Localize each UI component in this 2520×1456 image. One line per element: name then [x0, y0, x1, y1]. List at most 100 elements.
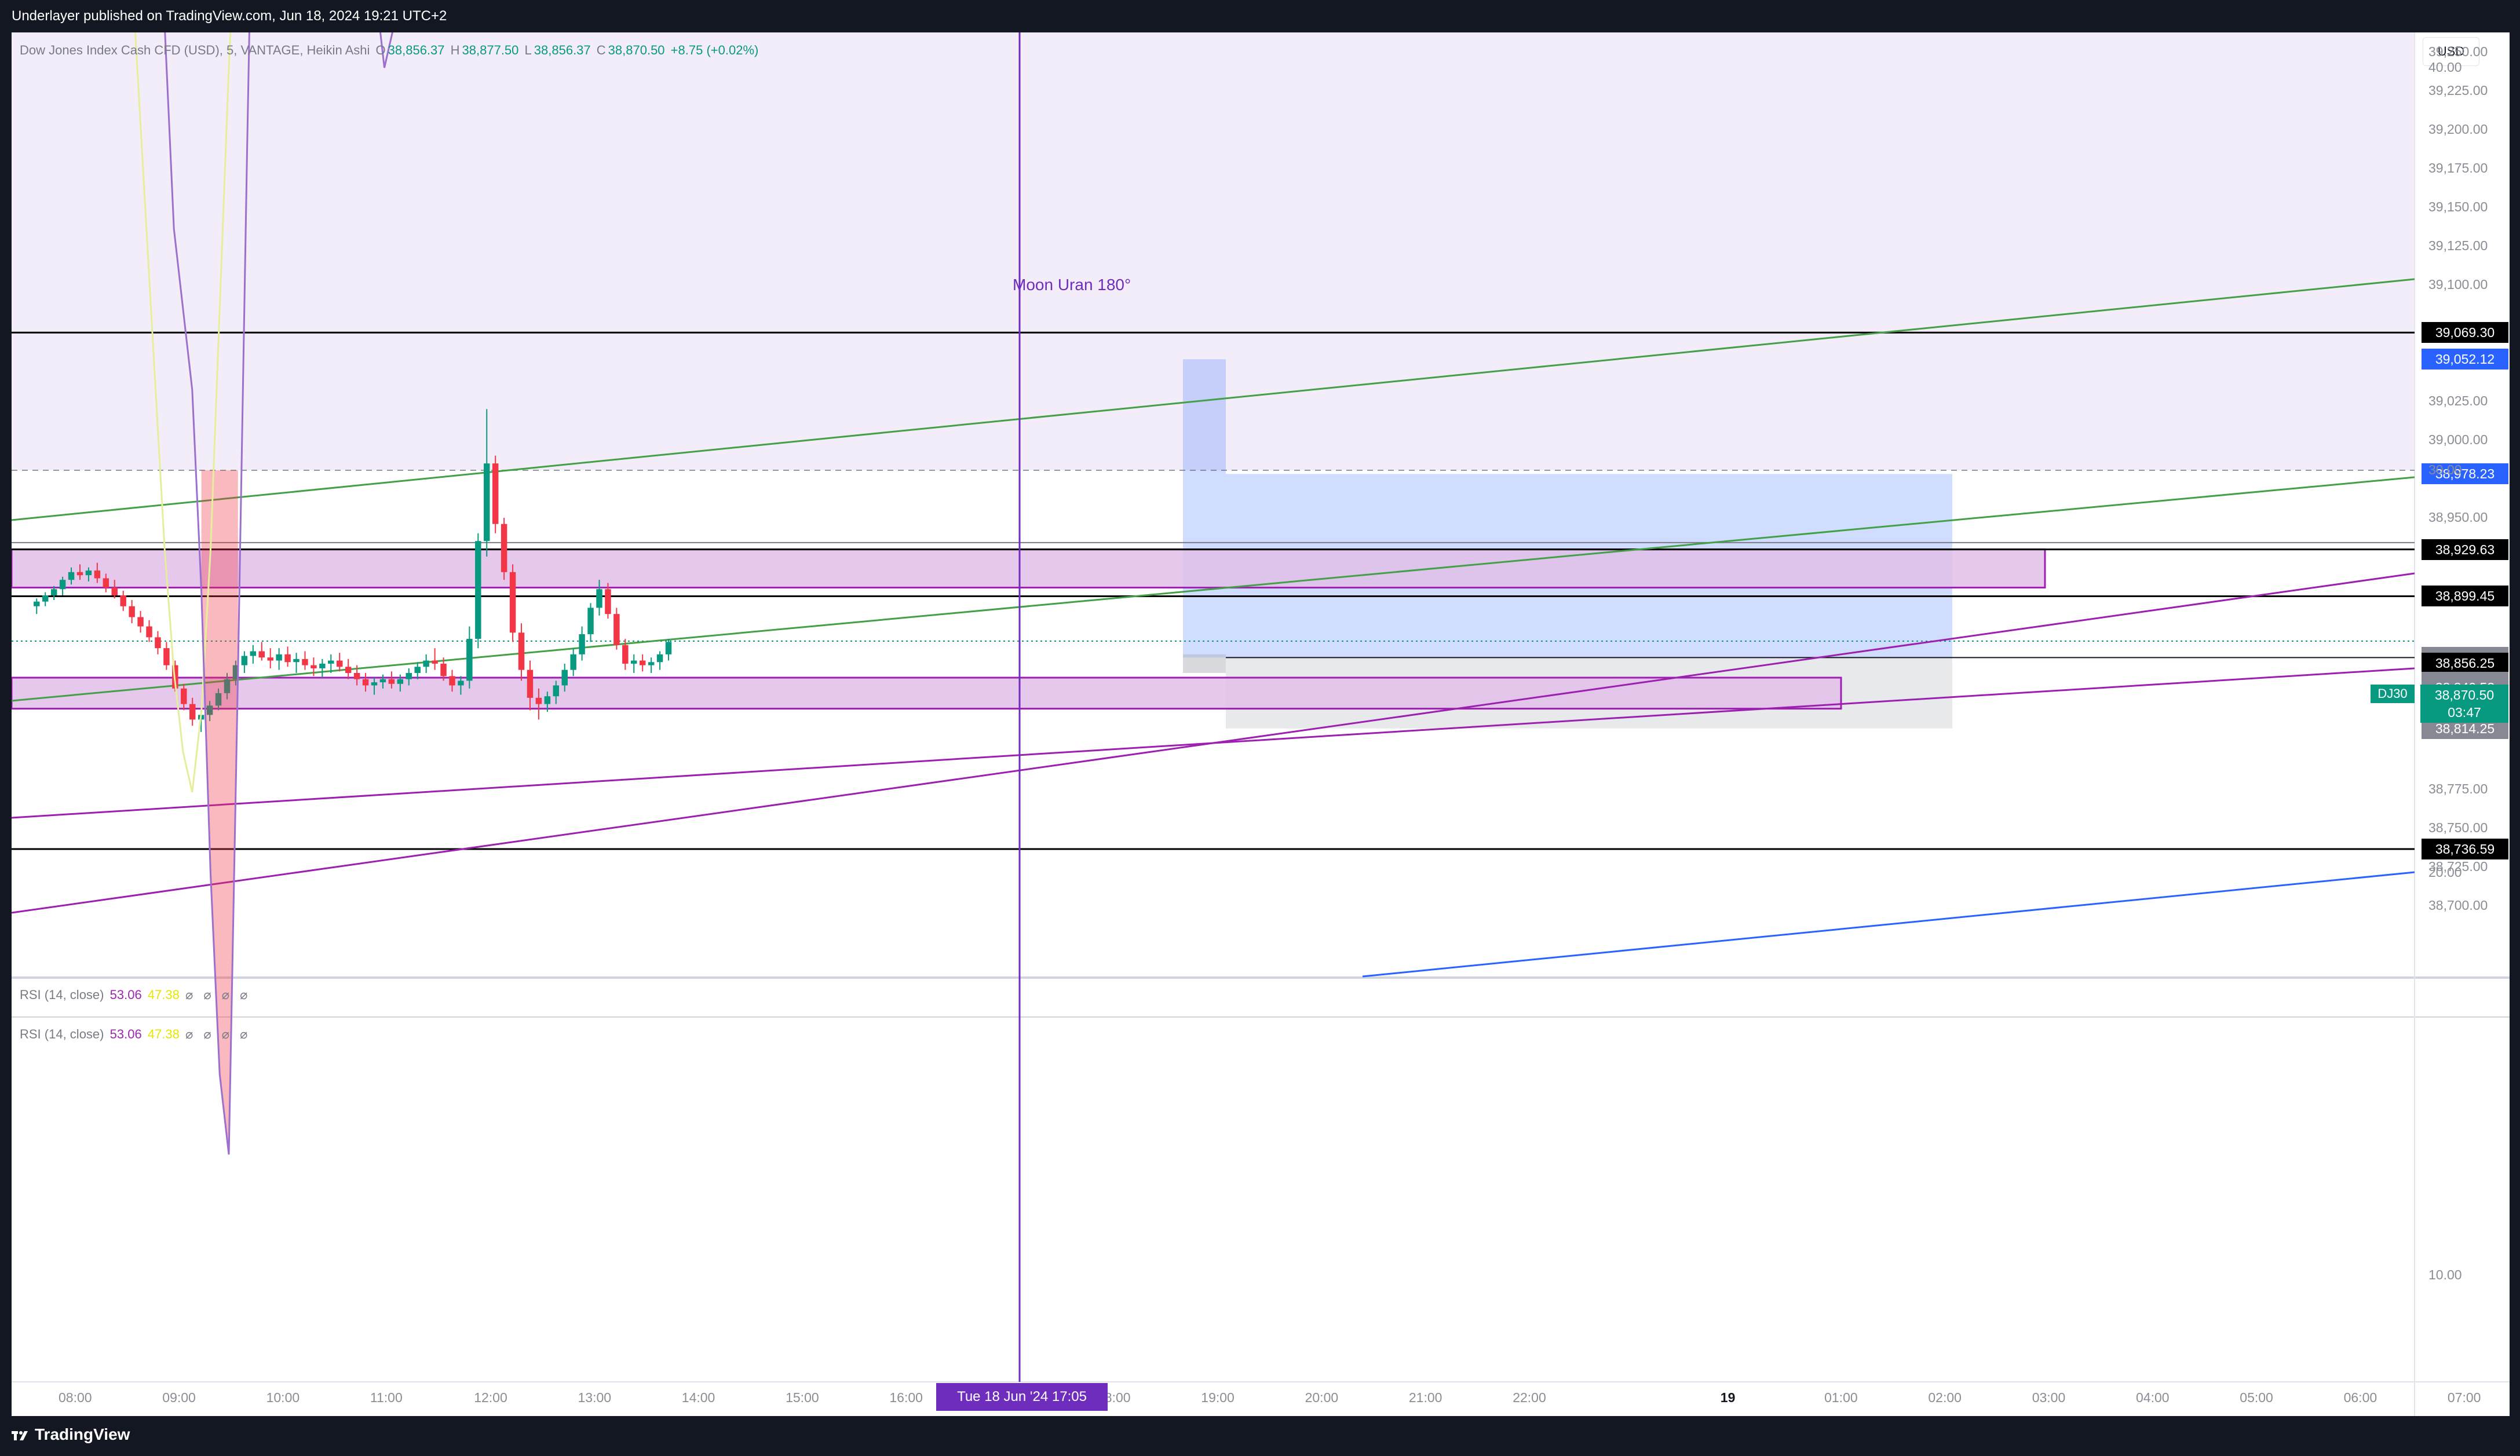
candle-body: [527, 670, 534, 698]
candle-body: [561, 670, 568, 686]
rsi-value: 53.06: [109, 1027, 142, 1041]
time-axis-label: 13:00: [578, 1390, 612, 1405]
candle-body: [163, 648, 170, 665]
rsi-legend-1[interactable]: RSI (14, close) 53.06 47.38 ⌀ ⌀ ⌀ ⌀: [20, 987, 253, 1003]
candle-body: [518, 632, 525, 670]
published-text: Underlayer published on TradingView.com,…: [12, 8, 447, 24]
time-axis-label: 08:00: [59, 1390, 92, 1405]
candle-body: [302, 659, 308, 665]
candle-body: [224, 679, 231, 693]
candle-body: [475, 541, 481, 639]
candle-body: [622, 645, 629, 664]
price-tag: 38,899.45: [2422, 586, 2508, 607]
indicator-settings-icon[interactable]: ⌀ ⌀ ⌀ ⌀: [185, 1027, 251, 1041]
candle-body: [129, 606, 135, 617]
candle-body: [267, 657, 273, 661]
candle-body: [631, 660, 637, 664]
rsi-name: RSI (14, close): [20, 1027, 104, 1041]
candle-body: [276, 654, 282, 661]
rsi-ma-value: 47.38: [147, 987, 180, 1002]
candle-body: [379, 679, 386, 683]
time-axis-label: 22:00: [1513, 1390, 1546, 1405]
price-tag: 38,978.23: [2422, 463, 2508, 485]
candle-body: [146, 626, 152, 638]
price-axis-label: 38,750.00: [2428, 820, 2488, 835]
purple-channel-lower: [12, 572, 2415, 914]
candle-body: [120, 595, 126, 606]
rsi-ma-value: 47.38: [147, 1027, 180, 1041]
time-axis-label: 19: [1720, 1390, 1736, 1405]
candle-body: [432, 660, 438, 664]
price-tag: 38,856.25: [2422, 653, 2508, 674]
time-axis-label: 21:00: [1408, 1390, 1442, 1405]
time-axis-label: 02:00: [1928, 1390, 1962, 1405]
high-value: 38,877.50: [462, 43, 519, 57]
candle-body: [466, 639, 473, 681]
rsi-axis-label: 10.00: [2428, 1267, 2462, 1282]
candle-body: [388, 679, 395, 684]
currency-button[interactable]: USD: [2423, 37, 2479, 66]
green-channel-lower: [12, 476, 2415, 702]
tradingview-logo-icon[interactable]: [12, 1428, 28, 1444]
candle-body: [492, 463, 499, 524]
footer-bar: TradingView: [0, 1416, 2520, 1456]
time-axis-label: 01:00: [1824, 1390, 1858, 1405]
rsi-axis-label: 30.00: [2428, 462, 2462, 477]
candle-body: [94, 570, 101, 579]
rsi-legend-2[interactable]: RSI (14, close) 53.06 47.38 ⌀ ⌀ ⌀ ⌀: [20, 1027, 253, 1042]
candle-body: [68, 572, 75, 580]
rsi-value: 53.06: [109, 987, 142, 1002]
candle-body: [345, 667, 352, 673]
candle-body: [59, 580, 66, 590]
price-axis-label: 39,225.00: [2428, 83, 2488, 98]
candle-body: [137, 617, 144, 627]
chart-frame[interactable]: Dow Jones Index Cash CFD (USD), 5, VANTA…: [12, 32, 2510, 1416]
candle-body: [241, 656, 248, 665]
candle-body: [42, 595, 49, 602]
chart-canvas[interactable]: [12, 32, 2510, 1416]
time-axis-label: 04:00: [2136, 1390, 2170, 1405]
moon-uran-annotation[interactable]: Moon Uran 180°: [1013, 276, 1131, 294]
candle-body: [76, 572, 83, 576]
candle-body: [328, 660, 334, 664]
pane-separator: [12, 976, 2510, 979]
last-price-tag: 38,870.50 03:47: [2420, 685, 2508, 723]
candle-body: [656, 654, 663, 663]
candle-body: [484, 463, 490, 542]
symbol-legend[interactable]: Dow Jones Index Cash CFD (USD), 5, VANTA…: [20, 43, 761, 58]
candle-body: [284, 654, 291, 663]
candle-body: [371, 682, 378, 686]
price-tag: 38,929.63: [2422, 539, 2508, 560]
time-axis-label: 10:00: [266, 1390, 300, 1405]
candle-body: [449, 676, 455, 686]
rsi-axis-label: 40.00: [2428, 60, 2462, 75]
candle-body: [406, 673, 412, 679]
tradingview-brand[interactable]: TradingView: [35, 1425, 130, 1443]
candle-body: [353, 673, 360, 679]
candle-body: [215, 693, 222, 706]
time-axis-label: 03:00: [2032, 1390, 2066, 1405]
open-label: O: [375, 43, 386, 57]
position-target-box: [1183, 359, 1226, 658]
candle-body: [250, 651, 257, 656]
candle-body: [311, 665, 317, 668]
low-value: 38,856.37: [534, 43, 591, 57]
candle-body: [337, 660, 343, 667]
price-axis-label: 39,025.00: [2428, 393, 2488, 408]
indicator-settings-icon[interactable]: ⌀ ⌀ ⌀ ⌀: [185, 987, 251, 1002]
price-tag: 39,052.12: [2422, 349, 2508, 370]
price-axis-label: 38,950.00: [2428, 510, 2488, 525]
time-axis-label: 06:00: [2343, 1390, 2377, 1405]
symbol-name: Dow Jones Index Cash CFD (USD), 5, VANTA…: [20, 43, 370, 57]
candle-body: [648, 662, 655, 665]
time-axis-label: 05:00: [2240, 1390, 2273, 1405]
candle-body: [570, 654, 576, 670]
candle-body: [155, 637, 161, 649]
time-axis-label: 07:00: [2447, 1390, 2481, 1405]
time-axis-label: 11:00: [370, 1390, 403, 1405]
time-axis-label: 12:00: [474, 1390, 507, 1405]
low-label: L: [524, 43, 532, 57]
rsi-ma-line: [134, 32, 232, 793]
candle-body: [181, 688, 187, 704]
candle-body: [85, 570, 92, 576]
